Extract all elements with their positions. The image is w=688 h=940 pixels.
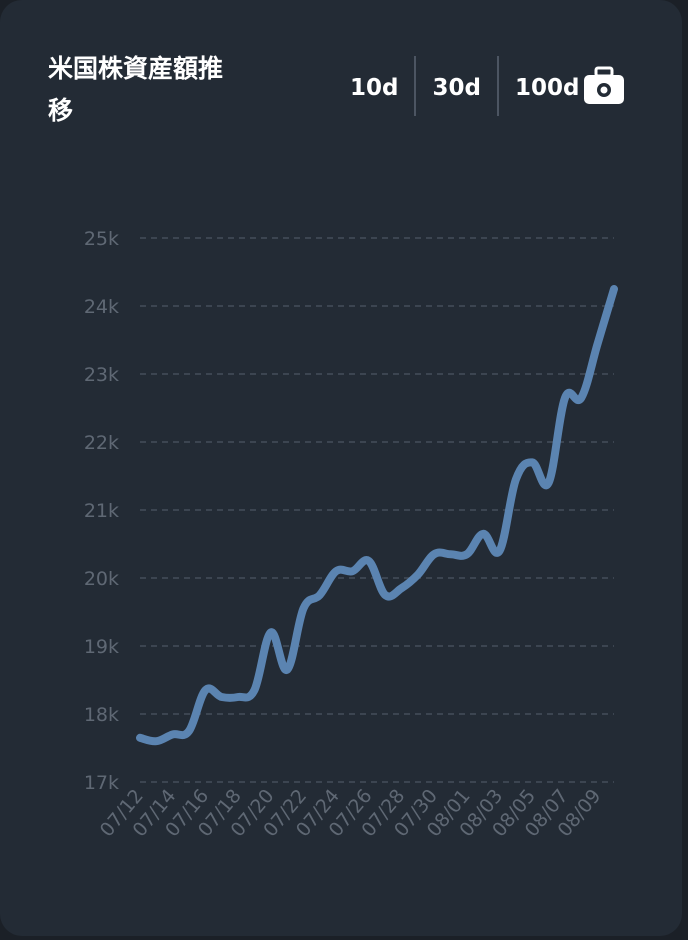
range-selector: 10d 30d 100d <box>334 56 595 116</box>
y-tick-label: 23k <box>84 364 119 386</box>
y-tick-label: 24k <box>84 296 119 318</box>
y-tick-label: 22k <box>84 432 119 454</box>
y-tick-label: 19k <box>84 636 119 658</box>
y-tick-label: 25k <box>84 228 119 250</box>
y-tick-label: 21k <box>84 500 119 522</box>
range-100d-button[interactable]: 100d <box>514 75 580 101</box>
y-tick-label: 20k <box>84 568 119 590</box>
y-tick-label: 18k <box>84 704 119 726</box>
range-divider <box>414 56 417 116</box>
camera-icon[interactable] <box>582 66 626 106</box>
range-divider <box>496 56 499 116</box>
y-tick-label: 17k <box>84 772 119 794</box>
series-line <box>136 285 618 746</box>
chart-title: 米国株資産額推移 <box>48 54 224 125</box>
range-10d-button[interactable]: 10d <box>350 75 399 101</box>
range-30d-button[interactable]: 30d <box>432 75 481 101</box>
